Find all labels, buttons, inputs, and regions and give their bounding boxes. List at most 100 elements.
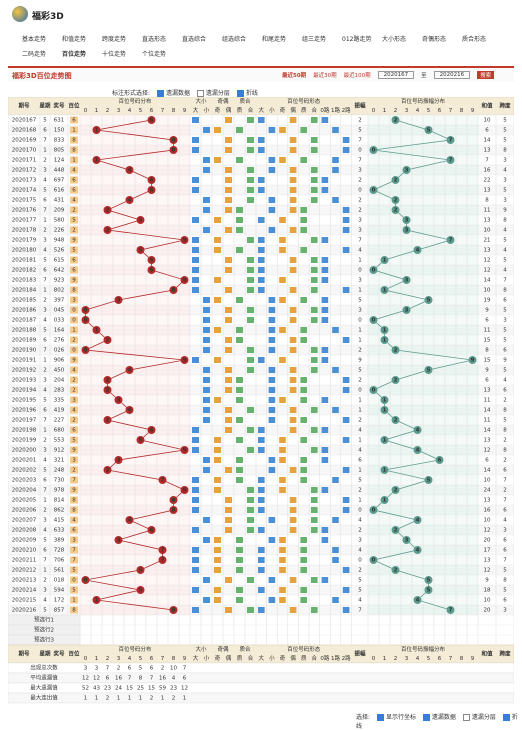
amp-ball [424, 576, 433, 584]
amp: 4 [358, 428, 362, 434]
header-group: 大小 [195, 97, 207, 105]
checkbox[interactable] [502, 714, 510, 721]
nav-link[interactable]: 百位走势 [62, 51, 87, 58]
sum: 16 [484, 168, 491, 174]
prize: 172 [54, 598, 65, 604]
nav-link[interactable]: 基本走势 [22, 36, 47, 43]
checkbox[interactable] [156, 90, 164, 97]
hundred-ball [147, 186, 156, 194]
week: 6 [43, 478, 47, 484]
form-header: 合 [312, 654, 318, 662]
amp: 5 [358, 578, 362, 584]
digit-header: 0 [84, 656, 88, 662]
amp-ball [380, 396, 389, 404]
amp-ball-label: 0 [372, 318, 376, 324]
form-box [342, 377, 350, 383]
hundred-ball [180, 276, 189, 284]
form-box [321, 357, 329, 363]
recent-link[interactable]: 最近100期 [343, 73, 371, 79]
amp: 7 [358, 138, 362, 144]
form-box [321, 347, 329, 353]
nav-link[interactable]: 和值走势 [62, 36, 87, 43]
nav-link[interactable]: 和尾走势 [262, 36, 287, 43]
checkbox[interactable] [422, 714, 430, 721]
nav-link[interactable]: 十位走势 [102, 51, 127, 58]
hundred-ball-label: 7 [161, 478, 165, 484]
pattern-box [214, 277, 221, 283]
hundred-ball-label: 2 [106, 378, 110, 384]
checkbox[interactable] [236, 90, 244, 97]
row-bg [8, 515, 514, 525]
hundred: 7 [72, 558, 76, 564]
hundred: 2 [72, 378, 76, 384]
options: 标注形式选择: 遗漏数据 遗漏分层 折线 [112, 88, 258, 97]
amp-ball [391, 196, 400, 204]
amp-ball-label: 3 [405, 278, 409, 284]
form-box [311, 187, 318, 193]
issue: 2020186 [12, 308, 37, 314]
issue: 2020214 [12, 588, 37, 594]
pattern-box [247, 407, 254, 413]
to-input[interactable]: 2020216 [433, 71, 471, 79]
header-group: 百位号码形态 [287, 97, 321, 105]
form-box [279, 457, 286, 463]
recent-link[interactable]: 最近30期 [313, 73, 337, 79]
nav-link[interactable]: 012路走势 [342, 36, 372, 43]
hundred: 8 [72, 508, 76, 514]
prize: 204 [54, 378, 65, 384]
hundred: 6 [72, 258, 76, 264]
pattern-box [225, 387, 232, 393]
nav-link[interactable]: 组选综合 [222, 36, 247, 43]
form-box [258, 427, 265, 433]
span: 5 [503, 258, 507, 264]
search-button[interactable]: 搜索 [477, 71, 495, 79]
nav-link[interactable]: 奇偶形态 [422, 36, 447, 43]
recent-link[interactable]: 最近50期 [282, 73, 307, 79]
pattern-box [247, 237, 254, 243]
prize: 248 [54, 468, 65, 474]
pattern-box [247, 607, 254, 613]
header-cell: 和值 [481, 102, 493, 110]
form-header: 偶 [290, 106, 296, 114]
stat-value: 1 [117, 696, 121, 702]
week: 3 [43, 518, 47, 524]
digit-header: 5 [427, 108, 431, 114]
stat-value: 12 [181, 686, 188, 692]
amp-ball [391, 566, 400, 574]
nav-link[interactable]: 二码走势 [22, 51, 47, 58]
hundred: 3 [72, 298, 76, 304]
form-box [342, 337, 350, 343]
pattern-box [214, 447, 221, 453]
form-box [342, 497, 350, 503]
row-bg [8, 125, 514, 135]
amp-ball [391, 346, 400, 354]
hundred: 8 [72, 138, 76, 144]
prize: 923 [54, 278, 65, 284]
checkbox[interactable] [376, 714, 384, 721]
nav-link[interactable]: 直选形态 [142, 36, 167, 43]
amp: 0 [358, 268, 362, 274]
nav-link[interactable]: 质合形态 [462, 36, 487, 43]
from-input[interactable]: 2020167 [377, 71, 415, 79]
nav-link[interactable]: 大小形态 [382, 36, 407, 43]
amp-ball-label: 0 [372, 188, 376, 194]
amp: 0 [358, 318, 362, 324]
nav-link[interactable]: 跨度走势 [102, 36, 127, 43]
nav-link[interactable]: 组三走势 [302, 36, 327, 43]
hundred-box [70, 306, 78, 314]
amp: 1 [358, 498, 362, 504]
stat-value: 23 [170, 686, 177, 692]
pair-header: 奇 [215, 654, 221, 662]
checkbox[interactable] [196, 90, 204, 97]
nav-link[interactable]: 直选综合 [182, 36, 207, 43]
digit-header: 2 [394, 108, 398, 114]
span: 9 [503, 208, 507, 214]
checkbox[interactable] [462, 714, 470, 721]
form-box [321, 457, 329, 463]
amp-ball [446, 156, 455, 164]
week: 6 [43, 198, 47, 204]
pattern-box [225, 177, 232, 183]
week: 4 [43, 178, 47, 184]
pattern-box [203, 407, 210, 413]
nav-link[interactable]: 个位走势 [142, 51, 167, 58]
